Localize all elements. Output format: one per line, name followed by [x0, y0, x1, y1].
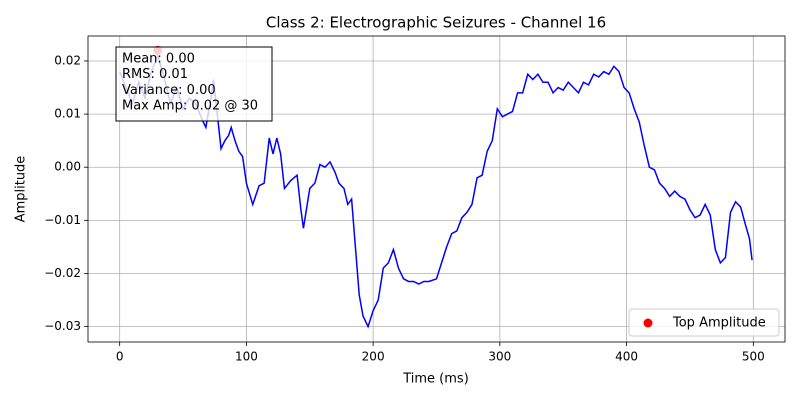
stats-text: Mean: 0.00	[122, 52, 195, 67]
stats-text: Variance: 0.00	[122, 83, 216, 98]
y-tick-label: −0.03	[44, 319, 81, 333]
stats-text: Max Amp: 0.02 @ 30	[122, 99, 258, 114]
y-tick-label: 0.01	[54, 107, 81, 121]
x-tick-label: 300	[488, 350, 511, 364]
y-tick-label: 0.00	[54, 160, 81, 174]
x-tick-label: 200	[362, 350, 385, 364]
x-axis-label: Time (ms)	[402, 372, 469, 387]
y-tick-label: −0.02	[44, 266, 81, 280]
stats-text: RMS: 0.01	[122, 67, 188, 82]
legend-box	[628, 308, 780, 337]
x-tick-label: 0	[116, 350, 124, 364]
data-line	[118, 53, 753, 329]
x-tick-label: 500	[742, 350, 765, 364]
x-tick-label: 100	[235, 350, 258, 364]
chart-title: Class 2: Electrographic Seizures - Chann…	[266, 14, 606, 32]
y-axis-label: Amplitude	[14, 156, 29, 223]
x-tick-label: 400	[615, 350, 638, 364]
legend-label: Top Amplitude	[672, 316, 766, 331]
stats-box	[115, 46, 273, 122]
y-tick-label: −0.01	[44, 213, 81, 227]
y-tick-label: 0.02	[54, 53, 81, 67]
legend-marker	[643, 318, 653, 328]
axes-frame	[87, 35, 786, 343]
